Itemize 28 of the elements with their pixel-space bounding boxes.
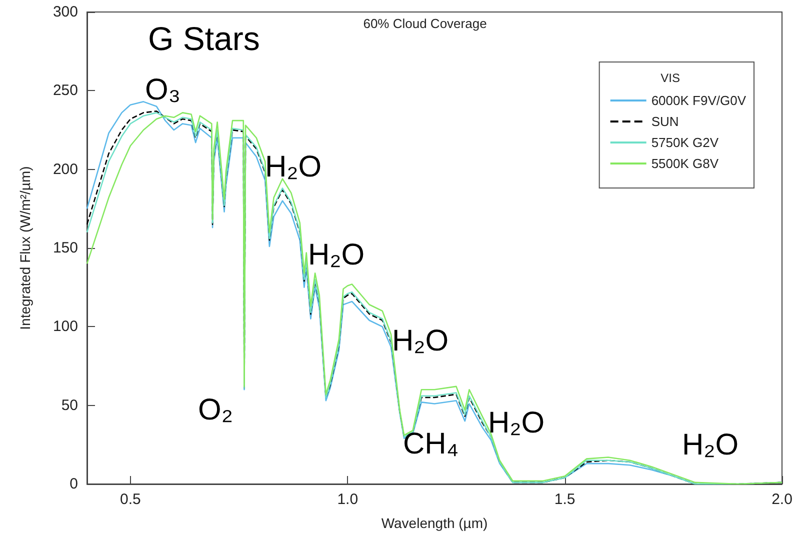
x-tick-label: 1.5 [554,491,576,508]
legend-label: 5750K G2V [651,135,719,150]
annotation: O₂ [198,394,233,426]
y-tick-label: 250 [52,82,78,100]
chart-title: 60% Cloud Coverage [363,16,487,31]
y-tick-label: 150 [52,240,78,256]
annotation: H₂O [265,150,322,184]
y-tick-label: 100 [52,318,78,336]
y-tick-label: 50 [61,396,78,414]
y-tick-label: 0 [70,476,78,492]
annotation: H₂O [308,238,365,272]
annotation: H₂O [392,324,449,358]
annotation: O₃ [145,74,181,106]
y-axis-title: Integrated Flux (W/m²/µm) [17,166,33,330]
x-axis-title: Wavelength (µm) [381,515,488,531]
y-tick-label: 200 [52,160,78,178]
legend-label: SUN [651,114,679,129]
annotation: H₂O [488,406,545,440]
legend-label: 5500K G8V [651,156,719,171]
x-tick-label: 1.0 [337,491,358,508]
legend-label: 6000K F9V/G0V [651,93,746,108]
annotation: H₂O [682,428,739,462]
annotation: G Stars [148,20,260,57]
x-tick-label: 0.5 [120,491,141,508]
y-tick-label: 300 [52,4,78,20]
x-tick-label: 2.0 [772,491,792,508]
annotation: CH₄ [403,428,459,460]
legend-title: VIS [660,71,680,85]
